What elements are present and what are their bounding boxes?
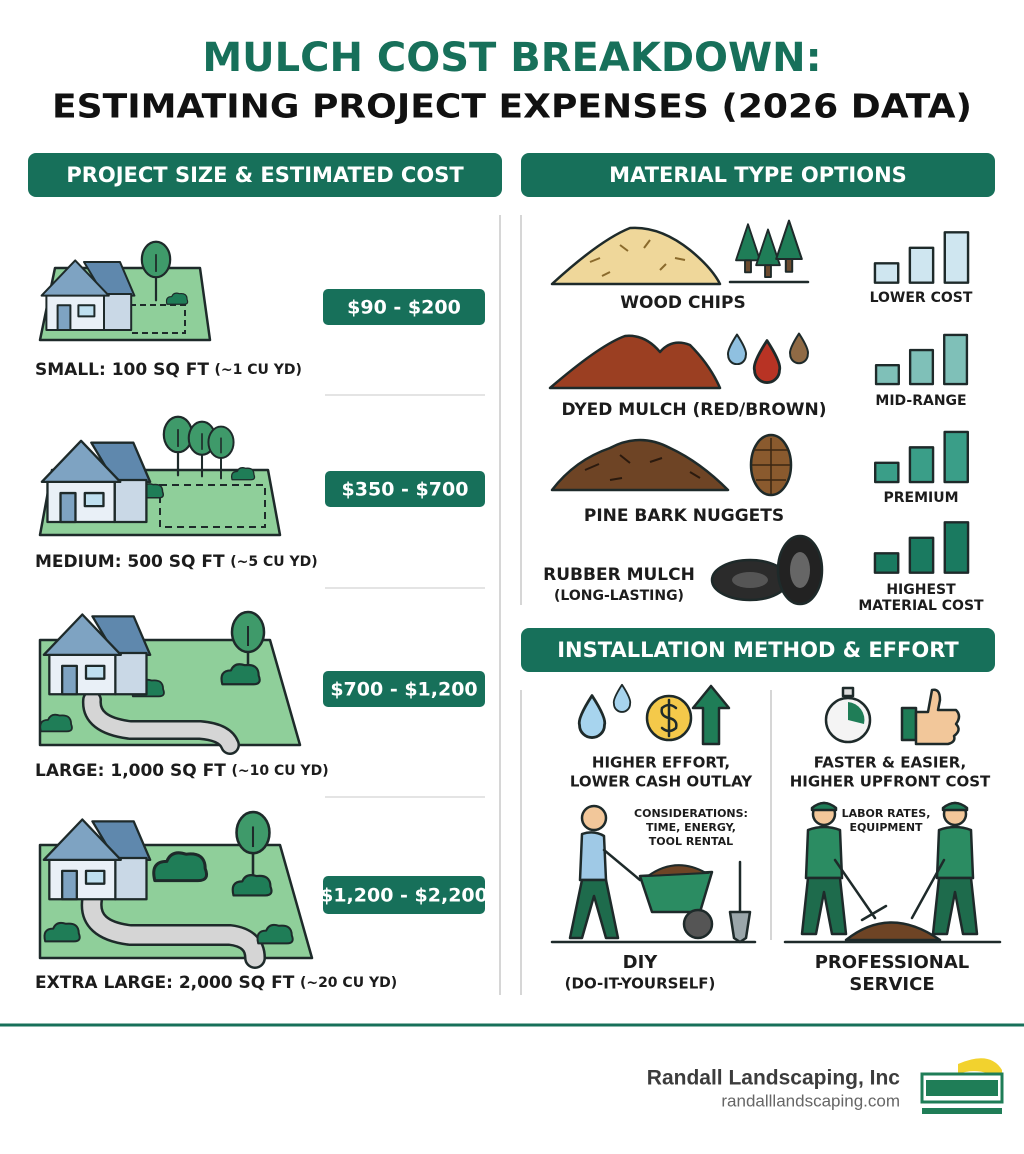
medium-yard-illustration <box>38 415 282 537</box>
cost-level-icon <box>874 430 969 484</box>
cost-level: MATERIAL COST <box>858 598 984 614</box>
title-line-2: ESTIMATING PROJECT EXPENSES (2026 DATA) <box>52 87 972 126</box>
professional-illustration <box>783 801 1002 944</box>
size-label: SMALL: 100 SQ FT (~1 CU YD) <box>35 360 302 381</box>
volume: (~5 CU YD) <box>230 554 317 570</box>
wood-chips-illustration <box>550 219 810 286</box>
cost-level-icon <box>873 231 970 284</box>
method-label: SERVICE <box>849 974 934 995</box>
volume: (~1 CU YD) <box>215 362 302 378</box>
size-label: LARGE: 1,000 SQ FT (~10 CU YD) <box>35 761 329 782</box>
company-logo <box>920 1058 1004 1114</box>
considerations: LABOR RATES, <box>842 807 931 820</box>
method-summary: LOWER CASH OUTLAY <box>570 773 753 791</box>
diy-illustration <box>550 804 757 944</box>
large-yard-illustration <box>38 610 302 755</box>
title-line-1: MULCH COST BREAKDOWN: <box>202 35 821 81</box>
material-name: DYED MULCH (RED/BROWN) <box>561 400 826 420</box>
price-pill <box>323 671 485 707</box>
small-yard-illustration <box>38 240 212 342</box>
cost-level: PREMIUM <box>883 490 958 506</box>
size: MEDIUM: 500 SQ FT <box>35 552 225 572</box>
size-label: MEDIUM: 500 SQ FT (~5 CU YD) <box>35 552 318 573</box>
company-url: randalllandscaping.com <box>721 1091 900 1110</box>
price: $700 - $1,200 <box>330 679 477 701</box>
material-name: WOOD CHIPS <box>620 293 745 313</box>
cost-level-icon <box>874 333 969 386</box>
size-label: EXTRA LARGE: 2,000 SQ FT (~20 CU YD) <box>35 973 397 994</box>
section-heading: INSTALLATION METHOD & EFFORT <box>557 638 959 662</box>
section-header-bg <box>521 153 995 197</box>
size: SMALL: 100 SQ FT <box>35 360 209 380</box>
volume: (~10 CU YD) <box>231 763 328 779</box>
price: $1,200 - $2,200 <box>320 885 488 907</box>
diy-icons <box>577 683 731 746</box>
method-label: (DO-IT-YOURSELF) <box>565 975 716 993</box>
considerations: CONSIDERATIONS: <box>634 807 748 820</box>
volume: (~20 CU YD) <box>300 975 397 991</box>
material-name: RUBBER MULCH <box>543 565 695 585</box>
price-pill <box>323 876 485 914</box>
cost-level: MID-RANGE <box>875 393 966 409</box>
pine-bark-illustration <box>550 433 793 497</box>
price: $90 - $200 <box>347 297 461 319</box>
rubber-mulch-illustration <box>710 534 824 606</box>
size: EXTRA LARGE: 2,000 SQ FT <box>35 973 295 993</box>
considerations: TIME, ENERGY, <box>646 821 736 834</box>
considerations: TOOL RENTAL <box>649 835 733 848</box>
company-name: Randall Landscaping, Inc <box>647 1067 901 1090</box>
extra-large-yard-illustration <box>38 810 314 969</box>
section-heading: MATERIAL TYPE OPTIONS <box>609 163 907 187</box>
method-label: PROFESSIONAL <box>815 952 970 973</box>
material-name: PINE BARK NUGGETS <box>584 506 784 526</box>
price: $350 - $700 <box>342 479 469 501</box>
method-summary: HIGHER EFFORT, <box>592 754 730 772</box>
section-header-bg <box>28 153 502 197</box>
method-label: DIY <box>623 952 659 973</box>
cost-level: HIGHEST <box>886 582 956 598</box>
dyed-mulch-illustration <box>548 332 810 390</box>
professional-icons <box>824 686 961 746</box>
method-summary: FASTER & EASIER, <box>814 754 967 772</box>
cost-level-icon <box>873 521 970 574</box>
considerations: EQUIPMENT <box>849 821 923 834</box>
section-header-bg <box>521 628 995 672</box>
price-pill <box>325 471 485 507</box>
price-pill <box>323 289 485 325</box>
method-summary: HIGHER UPFRONT COST <box>790 773 991 791</box>
material-subtitle: (LONG-LASTING) <box>554 588 684 604</box>
section-heading: PROJECT SIZE & ESTIMATED COST <box>66 163 464 187</box>
cost-level: LOWER COST <box>870 290 973 306</box>
size: LARGE: 1,000 SQ FT <box>35 761 226 781</box>
